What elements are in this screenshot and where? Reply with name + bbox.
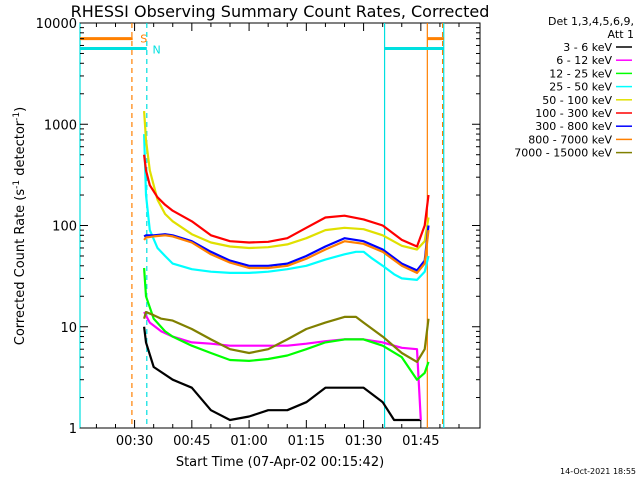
series-line-12-25keV <box>143 267 430 381</box>
reference-lines <box>79 23 445 428</box>
legend-header-line2: Att 1 <box>608 28 634 41</box>
series-line-50-100keV <box>143 111 430 251</box>
legend-label-6: 300 - 800 keV <box>535 120 612 133</box>
x-tick-label: 01:15 <box>288 434 325 449</box>
chart-title: RHESSI Observing Summary Count Rates, Co… <box>71 2 490 21</box>
y-tick-label: 1000 <box>44 118 77 133</box>
x-tick-label: 00:30 <box>116 434 153 449</box>
y-axis-label-mid: detector <box>13 120 28 180</box>
footer-timestamp: 14-Oct-2021 18:55 <box>560 467 636 476</box>
series-line-100-300keV <box>143 154 430 248</box>
series-line-3-6keV <box>143 326 421 422</box>
y-tick-label: 10 <box>60 321 77 336</box>
y-axis-label-sup2: -1 <box>12 112 22 121</box>
x-tick-label: 01:45 <box>402 434 439 449</box>
legend-header-line1: Det 1,3,4,5,6,9, <box>548 15 634 28</box>
series-lines <box>143 111 430 422</box>
flag-annotations: SN <box>140 33 160 57</box>
legend-label-7: 800 - 7000 keV <box>528 133 612 146</box>
y-axis-label-main: Corrected Count Rate (s <box>13 189 28 346</box>
y-tick-label: 100 <box>52 220 77 235</box>
y-axis-label-sup1: -1 <box>12 180 22 189</box>
legend-label-2: 12 - 25 keV <box>549 67 612 80</box>
legend-label-8: 7000 - 15000 keV <box>514 147 612 160</box>
series-line-300-800keV <box>143 225 430 272</box>
x-tick-label: 01:30 <box>345 434 382 449</box>
x-tick-label: 01:00 <box>230 434 267 449</box>
annotation-S: S <box>140 33 147 46</box>
y-tick-label: 1 <box>69 422 77 437</box>
series-line-25-50keV <box>143 134 430 281</box>
legend-label-3: 25 - 50 keV <box>549 81 612 94</box>
y-axis-label-end: ) <box>13 107 28 112</box>
x-axis-label: Start Time (07-Apr-02 00:15:42) <box>176 455 384 470</box>
y-axis-ticks: 1 10 100 1000 10000 <box>36 17 480 437</box>
legend-label-5: 100 - 300 keV <box>535 107 612 120</box>
legend-label-0: 3 - 6 keV <box>563 41 612 54</box>
x-tick-label: 00:45 <box>173 434 210 449</box>
y-tick-label: 10000 <box>36 17 77 32</box>
plot-frame <box>79 22 481 429</box>
x-axis-ticks: 00:30 00:45 01:00 01:15 01:30 01:45 <box>95 23 460 449</box>
series-line-7000-15000keV <box>143 310 430 363</box>
y-axis-label: Corrected Count Rate (s-1 detector-1) <box>12 107 28 345</box>
flag-bars <box>80 37 444 50</box>
legend-label-4: 50 - 100 keV <box>542 94 612 107</box>
annotation-N: N <box>153 43 161 56</box>
plot-area <box>79 22 481 429</box>
series-line-800-7000keV <box>143 229 430 274</box>
series-line-6-12keV <box>143 311 422 421</box>
legend-label-1: 6 - 12 keV <box>556 54 612 67</box>
